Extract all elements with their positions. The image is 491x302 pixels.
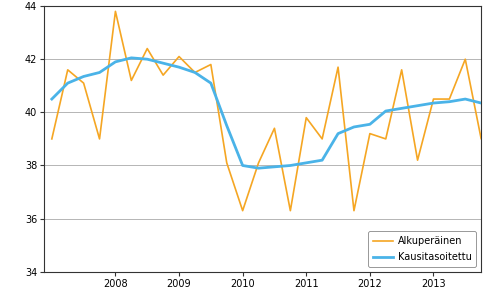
Kausitasoitettu (287, 164, 293, 167)
Alkuperäinen (414, 158, 420, 162)
Alkuperäinen (97, 137, 103, 141)
Kausitasoitettu (399, 107, 405, 110)
Alkuperäinen (81, 81, 86, 85)
Kausitasoitettu (319, 158, 325, 162)
Kausitasoitettu (351, 125, 357, 129)
Line: Alkuperäinen: Alkuperäinen (52, 11, 491, 211)
Alkuperäinen (224, 161, 230, 165)
Alkuperäinen (240, 209, 246, 213)
Alkuperäinen (176, 55, 182, 58)
Alkuperäinen (335, 65, 341, 69)
Kausitasoitettu (49, 97, 55, 101)
Alkuperäinen (112, 10, 118, 13)
Kausitasoitettu (303, 161, 309, 165)
Line: Kausitasoitettu: Kausitasoitettu (52, 58, 491, 168)
Kausitasoitettu (272, 165, 277, 169)
Alkuperäinen (431, 97, 436, 101)
Kausitasoitettu (478, 101, 484, 105)
Alkuperäinen (478, 137, 484, 141)
Kausitasoitettu (112, 60, 118, 64)
Kausitasoitettu (224, 124, 230, 127)
Kausitasoitettu (160, 61, 166, 65)
Kausitasoitettu (144, 57, 150, 61)
Kausitasoitettu (256, 166, 262, 170)
Alkuperäinen (383, 137, 389, 141)
Alkuperäinen (367, 132, 373, 135)
Kausitasoitettu (240, 164, 246, 167)
Kausitasoitettu (97, 71, 103, 74)
Alkuperäinen (303, 116, 309, 120)
Alkuperäinen (208, 63, 214, 66)
Kausitasoitettu (463, 97, 468, 101)
Kausitasoitettu (335, 132, 341, 135)
Alkuperäinen (463, 57, 468, 61)
Alkuperäinen (160, 73, 166, 77)
Kausitasoitettu (81, 75, 86, 78)
Kausitasoitettu (431, 101, 436, 105)
Kausitasoitettu (446, 100, 452, 104)
Alkuperäinen (128, 79, 134, 82)
Kausitasoitettu (65, 81, 71, 85)
Alkuperäinen (65, 68, 71, 72)
Kausitasoitettu (383, 109, 389, 113)
Alkuperäinen (49, 137, 55, 141)
Legend: Alkuperäinen, Kausitasoitettu: Alkuperäinen, Kausitasoitettu (368, 231, 476, 267)
Alkuperäinen (144, 47, 150, 50)
Kausitasoitettu (208, 81, 214, 85)
Alkuperäinen (351, 209, 357, 213)
Alkuperäinen (256, 161, 262, 165)
Kausitasoitettu (367, 123, 373, 126)
Alkuperäinen (319, 137, 325, 141)
Kausitasoitettu (414, 104, 420, 108)
Alkuperäinen (192, 71, 198, 74)
Kausitasoitettu (192, 71, 198, 74)
Alkuperäinen (399, 68, 405, 72)
Kausitasoitettu (176, 65, 182, 69)
Alkuperäinen (446, 97, 452, 101)
Alkuperäinen (272, 127, 277, 130)
Alkuperäinen (287, 209, 293, 213)
Kausitasoitettu (128, 56, 134, 60)
